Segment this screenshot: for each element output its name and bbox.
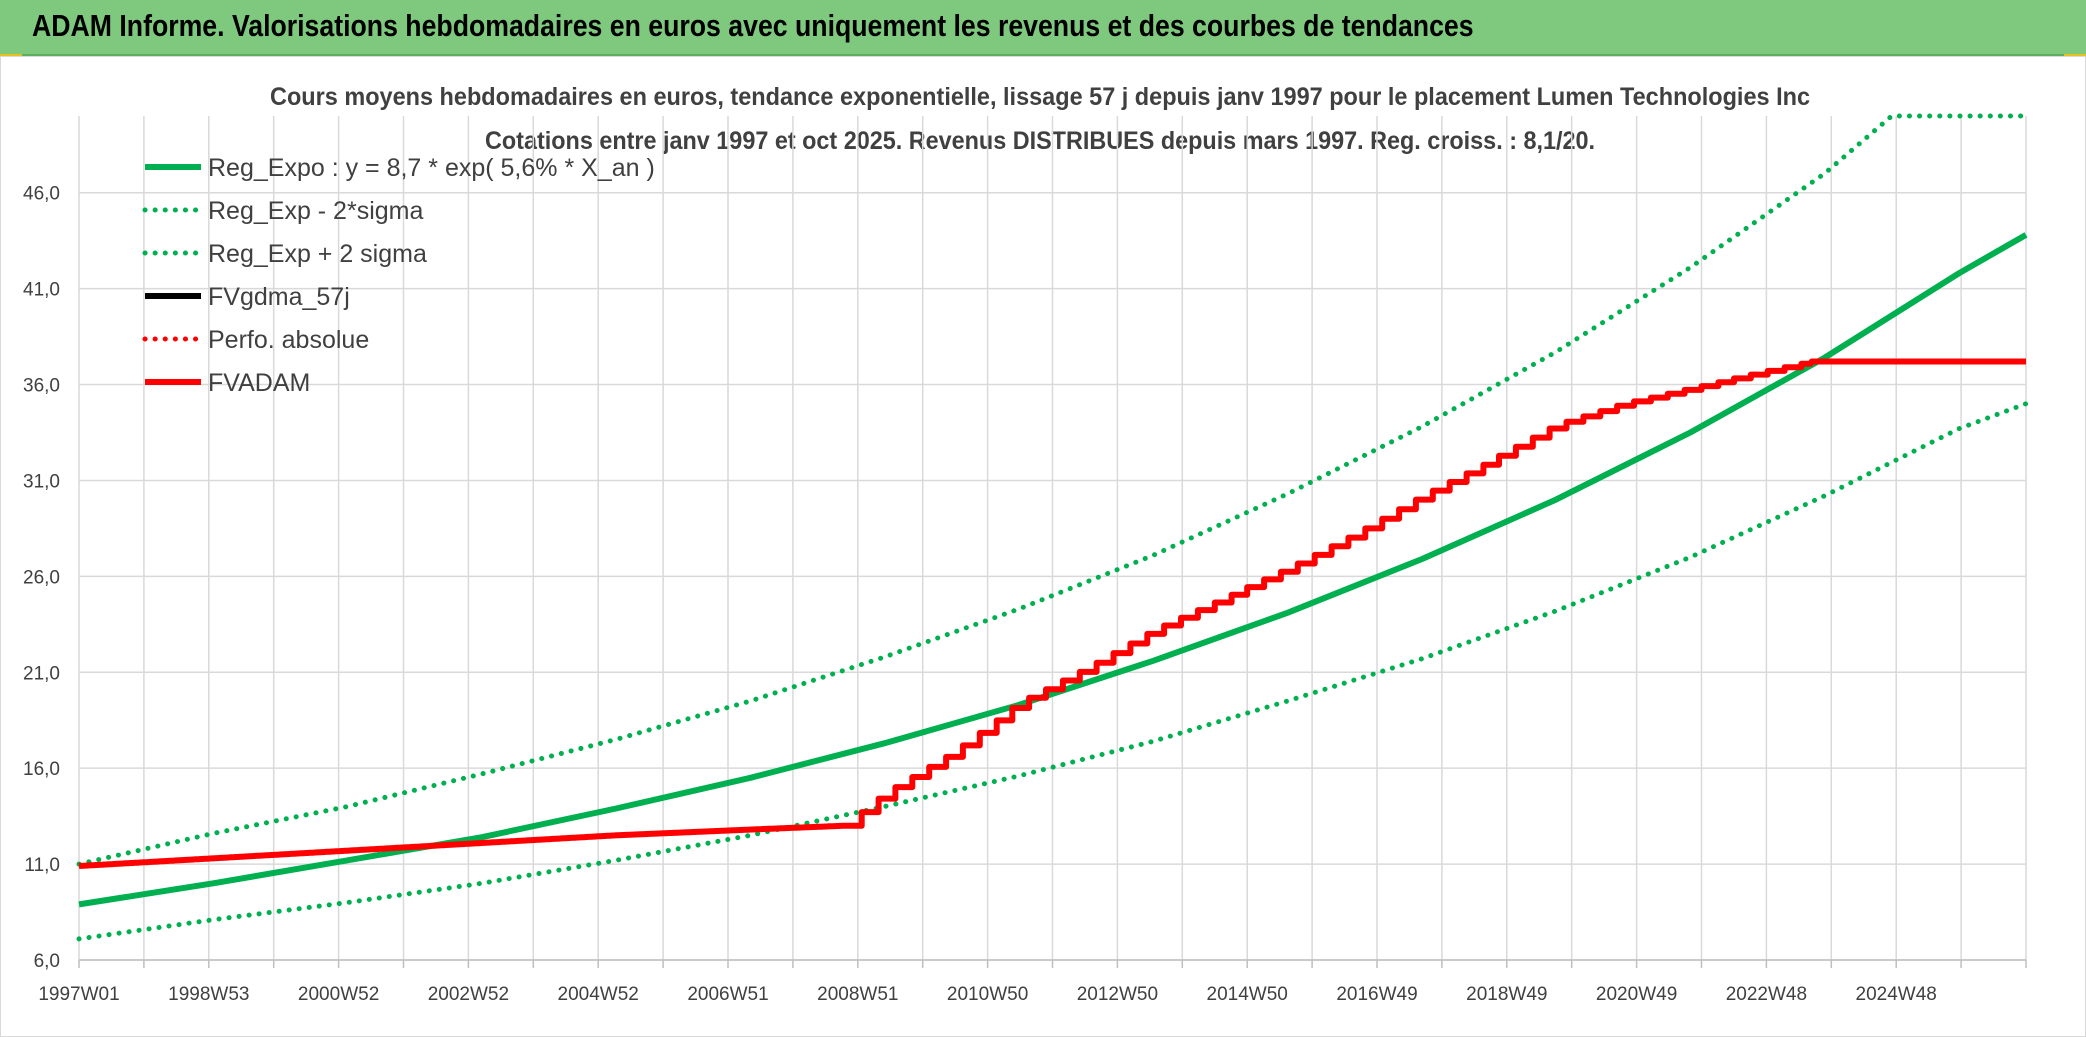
page-title: ADAM Informe. Valorisations hebdomadaire… [32,8,1474,43]
x-tick-label: 2008W51 [817,984,898,1005]
axis-layer: 6,0 11,0 16,0 21,0 26,0 31,0 36,0 41,0 46,0 1997W… [23,184,2027,1005]
y-tick-label: 36,0 [23,376,60,397]
series-line-2 [76,113,2029,867]
x-tick-label: 1997W01 [38,984,119,1005]
chart-title: Cours moyens hebdomadaires en euros, ten… [270,83,1810,111]
y-tick-label: 6,0 [34,951,60,972]
x-tick-label: 2016W49 [1336,984,1417,1005]
chart: Cours moyens hebdomadaires en euros, ten… [0,56,2086,1037]
chart-subtitle: Cotations entre janv 1997 et oct 2025. R… [485,127,1595,155]
x-tick-label: 2012W50 [1077,984,1158,1005]
x-tick-label: 2018W49 [1466,984,1547,1005]
x-tick-label: 2004W52 [558,984,639,1005]
series-line-1 [76,401,2029,942]
y-tick-label: 26,0 [23,567,60,588]
y-tick-label: 11,0 [24,855,60,876]
x-tick-label: 2010W50 [947,984,1028,1005]
legend-label-2: Reg_Exp + 2 sigma [208,240,427,268]
y-tick-label: 16,0 [23,759,60,780]
legend-label-0: Reg_Expo : y = 8,7 * exp( 5,6% * X_an ) [208,154,655,182]
y-tick-label: 41,0 [23,280,60,301]
x-tick-label: 2006W51 [687,984,768,1005]
x-tick-label: 2014W50 [1207,984,1288,1005]
header-bar: ADAM Informe. Valorisations hebdomadaire… [0,0,2086,56]
series-line-5 [77,358,2028,869]
x-tick-label: 2022W48 [1726,984,1807,1005]
legend-label-4: Perfo. absolue [208,326,369,354]
legend: Reg_Expo : y = 8,7 * exp( 5,6% * X_an ) R… [142,154,655,397]
x-tick-label: 2002W52 [428,984,509,1005]
y-tick-label: 31,0 [23,471,60,492]
series-layer [76,113,2029,942]
legend-label-1: Reg_Exp - 2*sigma [208,197,423,225]
y-tick-label: 21,0 [23,663,60,684]
legend-label-5: FVADAM [208,369,310,397]
grid-layer [78,116,2027,961]
x-tick-label: 2024W48 [1856,984,1937,1005]
y-tick-label: 46,0 [23,184,60,205]
x-tick-label: 2000W52 [298,984,379,1005]
x-tick-label: 2020W49 [1596,984,1677,1005]
chart-frame [0,56,2086,1037]
x-tick-label: 1998W53 [168,984,249,1005]
legend-label-3: FVgdma_57j [208,283,350,311]
